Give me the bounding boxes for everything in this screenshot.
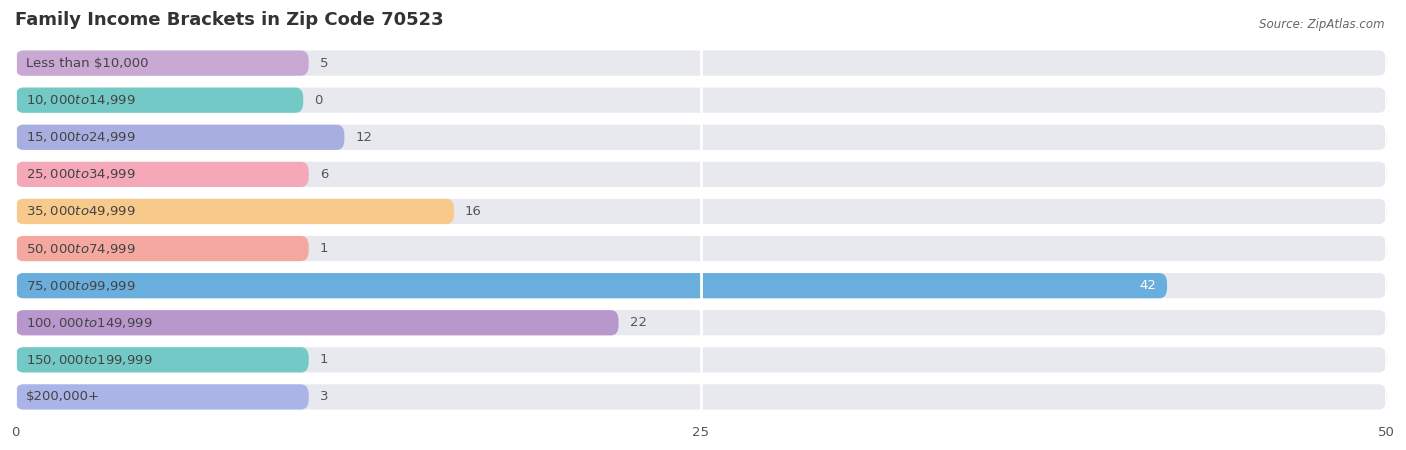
Text: 12: 12 [356,131,373,144]
Text: 22: 22 [630,316,647,329]
Text: $25,000 to $34,999: $25,000 to $34,999 [27,167,136,181]
Text: 3: 3 [319,391,328,403]
FancyBboxPatch shape [15,199,1386,224]
FancyBboxPatch shape [15,125,344,150]
FancyBboxPatch shape [15,310,1386,335]
Text: $200,000+: $200,000+ [27,391,100,403]
FancyBboxPatch shape [15,273,1386,298]
FancyBboxPatch shape [15,125,1386,150]
FancyBboxPatch shape [15,273,1167,298]
Text: Source: ZipAtlas.com: Source: ZipAtlas.com [1260,18,1385,31]
Text: $100,000 to $149,999: $100,000 to $149,999 [27,316,153,330]
Text: $15,000 to $24,999: $15,000 to $24,999 [27,130,136,144]
FancyBboxPatch shape [15,384,309,410]
FancyBboxPatch shape [15,199,454,224]
Text: $10,000 to $14,999: $10,000 to $14,999 [27,93,136,107]
Text: 1: 1 [319,353,328,366]
Text: 0: 0 [314,94,322,107]
FancyBboxPatch shape [15,347,1386,373]
Text: $75,000 to $99,999: $75,000 to $99,999 [27,279,136,292]
Text: 5: 5 [319,57,328,70]
FancyBboxPatch shape [15,88,1386,113]
FancyBboxPatch shape [15,88,304,113]
FancyBboxPatch shape [15,162,1386,187]
Text: 6: 6 [319,168,328,181]
FancyBboxPatch shape [15,50,309,76]
FancyBboxPatch shape [15,384,1386,410]
Text: 1: 1 [319,242,328,255]
Text: $50,000 to $74,999: $50,000 to $74,999 [27,242,136,256]
Text: $35,000 to $49,999: $35,000 to $49,999 [27,204,136,218]
Text: 42: 42 [1139,279,1156,292]
FancyBboxPatch shape [15,310,619,335]
Text: Family Income Brackets in Zip Code 70523: Family Income Brackets in Zip Code 70523 [15,11,444,29]
Text: Less than $10,000: Less than $10,000 [27,57,149,70]
FancyBboxPatch shape [15,347,309,373]
FancyBboxPatch shape [15,162,309,187]
FancyBboxPatch shape [15,50,1386,76]
FancyBboxPatch shape [15,236,309,261]
Text: $150,000 to $199,999: $150,000 to $199,999 [27,353,153,367]
Text: 16: 16 [465,205,482,218]
FancyBboxPatch shape [15,236,1386,261]
